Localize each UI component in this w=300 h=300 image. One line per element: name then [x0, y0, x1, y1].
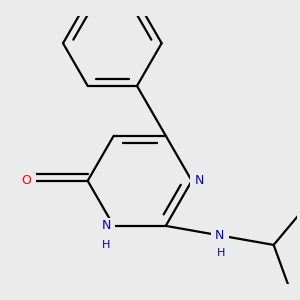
- Bar: [211, 226, 229, 244]
- Bar: [97, 218, 115, 234]
- Text: H: H: [102, 240, 110, 250]
- Text: N: N: [195, 174, 204, 187]
- Text: H: H: [217, 248, 225, 258]
- Bar: [16, 172, 36, 189]
- Text: O: O: [21, 174, 31, 187]
- Bar: [190, 172, 208, 189]
- Text: N: N: [215, 229, 224, 242]
- Text: N: N: [101, 219, 111, 232]
